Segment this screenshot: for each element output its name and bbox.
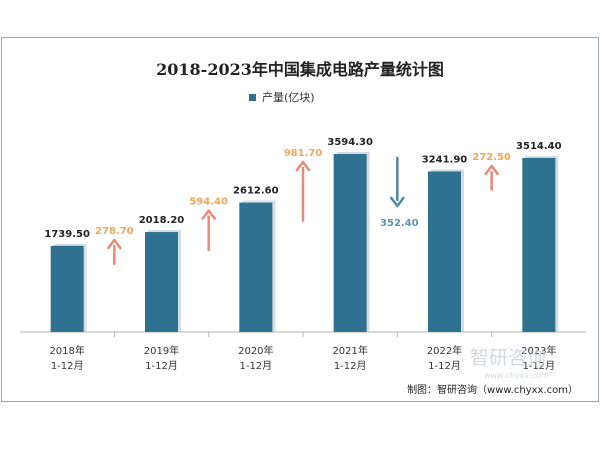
change-value-label: 272.50 [472, 152, 511, 163]
x-tick-label-year: 2022年 [427, 344, 462, 357]
bar-value-label: 3594.30 [327, 137, 373, 148]
x-tick-label-period: 1-12月 [51, 360, 84, 372]
bar-value-label: 3241.90 [422, 154, 468, 165]
chart-title: 2018-2023年中国集成电路产量统计图 [156, 60, 444, 79]
bar [50, 245, 84, 332]
source-note: 制图：智研咨询（www.chyxx.com） [407, 383, 578, 396]
watermark-url: www.chyxx.com [484, 371, 549, 380]
chart-frame [1, 37, 599, 402]
change-arrow-head [107, 238, 122, 250]
x-tick-label-year: 2020年 [238, 344, 273, 357]
change-value-label: 594.40 [189, 197, 228, 208]
bar-value-label: 2612.60 [233, 186, 279, 197]
watermark-text: 智研咨询 [470, 347, 546, 369]
x-tick-label-period: 1-12月 [428, 360, 461, 372]
change-arrow-head [390, 196, 405, 208]
change-value-label: 278.70 [95, 226, 134, 237]
bar [239, 202, 273, 332]
legend-label: 产量(亿块) [262, 90, 315, 104]
bar-value-label: 2018.20 [139, 215, 185, 226]
bar [145, 232, 178, 332]
x-tick-label-year: 2018年 [49, 344, 84, 357]
x-tick-label-year: 2021年 [332, 344, 367, 357]
x-tick-label-period: 1-12月 [239, 360, 272, 372]
x-tick-label-period: 1-12月 [145, 360, 178, 372]
change-arrow-head [201, 209, 216, 220]
watermark: 智研咨询 www.chyxx.com [470, 347, 549, 380]
change-arrow-head [295, 160, 311, 172]
x-tick-label-period: 1-12月 [334, 360, 367, 372]
bar [428, 171, 461, 332]
change-value-label: 352.40 [380, 218, 419, 229]
change-value-label: 981.70 [284, 148, 323, 159]
bar-value-label: 1739.50 [44, 229, 90, 240]
bar [522, 157, 556, 332]
change-arrow-head [484, 164, 499, 176]
legend-swatch [249, 94, 256, 101]
x-tick-label-period: 1-12月 [522, 360, 555, 372]
x-tick-label-year: 2019年 [144, 344, 179, 357]
x-tick-label-year: 2023年 [521, 344, 556, 357]
bar-value-label: 3514.40 [516, 141, 562, 152]
bar [333, 153, 367, 332]
